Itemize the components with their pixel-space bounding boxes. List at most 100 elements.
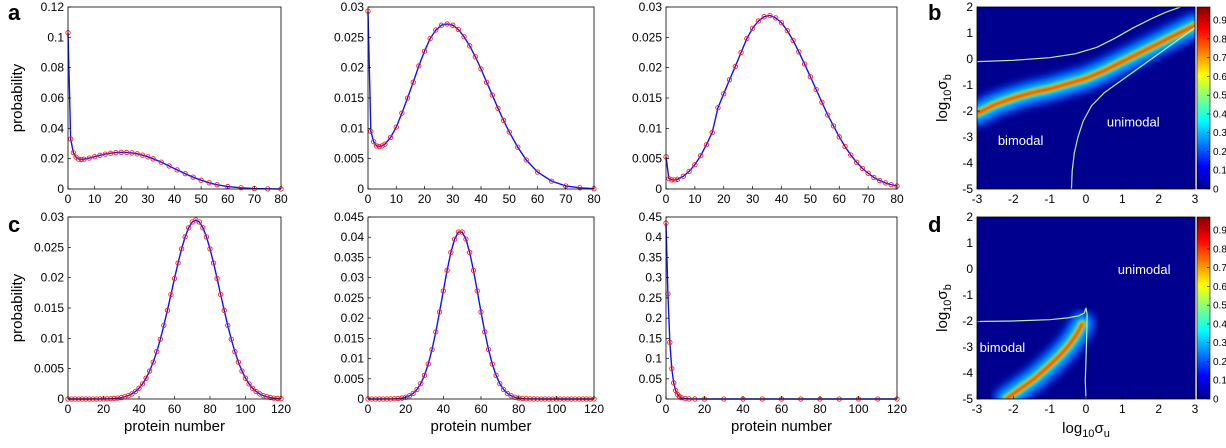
colorbar-tick-label: 0.4	[1213, 319, 1226, 330]
y-tick-label: 0.025	[632, 30, 662, 44]
data-point	[113, 149, 119, 156]
data-point	[421, 372, 428, 378]
y-tick-label: 0.01	[639, 121, 663, 135]
data-point	[395, 395, 401, 402]
data-point	[225, 322, 231, 329]
chart-a1: 0 10 20 30 40 50 60 70 80 0 0.02 0.04 0.06 0.08 0.1 0.1…	[9, 0, 288, 206]
data-point	[836, 134, 842, 140]
series-line	[665, 14, 898, 187]
data-point	[150, 156, 156, 162]
x-tick-label: 1	[1119, 402, 1126, 416]
y-axis-label: probability	[9, 63, 26, 132]
y-tick-label: 0.01	[41, 331, 65, 345]
x-tick-label: 20	[115, 192, 129, 206]
y-tick-label: -1	[962, 78, 973, 92]
axes-frame	[67, 6, 282, 190]
y-tick-label: 0.035	[334, 250, 364, 264]
data-point	[139, 381, 146, 387]
data-point	[534, 169, 541, 175]
data-point	[440, 288, 446, 294]
x-tick-label: 60	[168, 402, 182, 416]
data-point	[755, 18, 762, 24]
y-tick-label: -4	[962, 366, 973, 380]
data-point	[111, 395, 117, 402]
chart-c3: 0 20 40 60 80 100 120 0 0.05 0.1 0.15 0.2 0.25 0.3 0.3…	[639, 210, 908, 435]
x-tick-label: 60	[775, 402, 789, 416]
y-tick-label: 0.05	[639, 372, 663, 386]
data-point	[425, 361, 431, 367]
data-point	[217, 291, 224, 298]
data-point	[801, 61, 808, 67]
data-point	[228, 336, 234, 342]
data-point	[253, 388, 259, 395]
data-point	[232, 348, 238, 355]
data-point	[519, 395, 526, 402]
data-point	[726, 77, 733, 83]
data-point	[410, 390, 416, 396]
y-tick-label: 0.005	[334, 372, 364, 386]
x-axis-label: protein number	[731, 418, 832, 435]
y-tick-label: 0.005	[334, 152, 364, 166]
data-point	[198, 177, 204, 183]
data-point	[680, 173, 686, 179]
y-tick-label: 0	[57, 392, 64, 406]
data-point	[123, 149, 130, 156]
data-point	[97, 152, 103, 158]
x-tick-label: 80	[274, 192, 288, 206]
y-tick-label: 0.005	[632, 152, 662, 166]
y-tick-label: 0.015	[334, 91, 364, 105]
x-tick-label: 20	[717, 192, 731, 206]
data-point	[548, 178, 555, 184]
data-point	[830, 123, 837, 129]
x-tick-label: 0	[1083, 402, 1090, 416]
x-tick-label: 120	[271, 402, 291, 416]
data-point	[667, 339, 673, 346]
data-point	[761, 14, 767, 20]
data-point	[376, 143, 382, 150]
data-point	[404, 95, 411, 101]
y-tick-label: 0.03	[341, 0, 365, 14]
region-label-unimodal: unimodal	[1118, 262, 1171, 277]
data-point	[214, 182, 220, 188]
data-point	[495, 105, 501, 111]
data-point	[132, 388, 139, 395]
data-point	[842, 143, 848, 150]
axes-frame	[367, 6, 595, 190]
y-tick-label: 0.025	[334, 30, 364, 44]
colorbar-tick-label: 0.3	[1213, 338, 1226, 349]
y-tick-label: 0	[357, 392, 364, 406]
data-point	[698, 152, 704, 159]
chart-a3: 0 10 20 30 40 50 60 70 80 0 0.005 0.01 0.015 0.02 0.02…	[632, 0, 904, 206]
data-point	[416, 63, 422, 69]
data-point	[472, 54, 478, 60]
data-point	[738, 49, 744, 56]
panel-label-a: a	[8, 0, 21, 25]
x-tick-label: 120	[584, 402, 604, 416]
x-tick-label: 50	[804, 192, 818, 206]
x-tick-label: 100	[848, 402, 868, 416]
data-point	[174, 167, 180, 173]
y-axis-label: log10σb	[934, 74, 954, 122]
colorbar-tick-label: 0.8	[1213, 244, 1226, 255]
data-point	[749, 25, 756, 31]
data-point	[427, 35, 433, 42]
data-point	[451, 236, 458, 242]
data-point	[129, 150, 135, 156]
data-point	[577, 185, 583, 191]
data-point	[433, 27, 439, 33]
y-tick-label: -2	[962, 314, 973, 328]
data-point	[267, 394, 273, 401]
x-tick-label: 60	[531, 192, 545, 206]
data-point	[692, 162, 698, 168]
x-axis-label: log10σu	[1062, 420, 1110, 440]
data-point	[489, 92, 495, 98]
y-tick-label: 0.04	[41, 121, 65, 135]
y-axis-label: log10σb	[934, 284, 954, 332]
data-point	[483, 79, 490, 85]
x-tick-label: 0	[663, 192, 670, 206]
data-point	[175, 260, 181, 266]
colorbar-tick-label: 0.7	[1213, 263, 1226, 274]
data-point	[500, 117, 507, 124]
chart-c1: 0 20 40 60 80 100 120 0 0.005 0.01 0.015 0.02 0.025 0…	[9, 210, 291, 435]
colorbar-tick-label: 0	[1213, 395, 1219, 406]
